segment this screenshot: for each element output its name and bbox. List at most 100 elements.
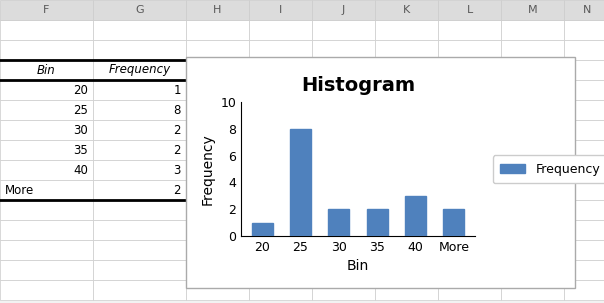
Bar bbox=[501, 180, 564, 200]
Bar bbox=[564, 240, 604, 260]
Bar bbox=[375, 260, 438, 280]
Text: Frequency: Frequency bbox=[109, 64, 170, 76]
Bar bbox=[329, 209, 349, 236]
Text: 3: 3 bbox=[173, 164, 181, 177]
Bar bbox=[501, 160, 564, 180]
Bar bbox=[186, 280, 249, 300]
Bar bbox=[375, 280, 438, 300]
X-axis label: Bin: Bin bbox=[347, 259, 369, 273]
Bar bbox=[501, 260, 564, 280]
Bar bbox=[0, 240, 93, 260]
Bar bbox=[290, 129, 311, 236]
Bar bbox=[564, 160, 604, 180]
Bar bbox=[0, 60, 93, 80]
Bar bbox=[312, 240, 375, 260]
Bar bbox=[186, 180, 249, 200]
Text: G: G bbox=[135, 5, 144, 15]
Y-axis label: Frequency: Frequency bbox=[201, 133, 214, 205]
Bar bbox=[438, 120, 501, 140]
Bar bbox=[0, 140, 93, 160]
Bar bbox=[249, 0, 312, 20]
Bar bbox=[249, 140, 312, 160]
Text: 1: 1 bbox=[173, 84, 181, 96]
Bar bbox=[501, 100, 564, 120]
Bar bbox=[93, 160, 186, 180]
Text: 2: 2 bbox=[173, 124, 181, 136]
Bar bbox=[564, 200, 604, 220]
Bar bbox=[186, 240, 249, 260]
Bar bbox=[438, 100, 501, 120]
Title: Histogram: Histogram bbox=[301, 76, 415, 95]
Bar bbox=[438, 40, 501, 60]
Bar bbox=[312, 20, 375, 40]
Bar bbox=[0, 120, 93, 140]
Bar bbox=[249, 180, 312, 200]
Bar bbox=[0, 180, 93, 200]
Bar bbox=[564, 0, 604, 20]
Bar bbox=[186, 0, 249, 20]
Bar bbox=[312, 80, 375, 100]
Text: M: M bbox=[528, 5, 538, 15]
Bar bbox=[375, 160, 438, 180]
Bar bbox=[93, 200, 186, 220]
Bar bbox=[249, 240, 312, 260]
Text: N: N bbox=[583, 5, 591, 15]
Bar bbox=[312, 280, 375, 300]
Bar bbox=[186, 80, 249, 100]
Bar bbox=[312, 140, 375, 160]
Bar bbox=[438, 160, 501, 180]
Bar bbox=[0, 20, 93, 40]
Bar bbox=[501, 60, 564, 80]
Bar bbox=[564, 220, 604, 240]
Text: 8: 8 bbox=[173, 104, 181, 116]
Bar bbox=[312, 60, 375, 80]
Bar bbox=[438, 20, 501, 40]
Bar bbox=[252, 223, 273, 236]
Bar bbox=[186, 120, 249, 140]
Bar bbox=[438, 80, 501, 100]
Bar bbox=[249, 200, 312, 220]
Bar bbox=[375, 20, 438, 40]
Bar bbox=[249, 280, 312, 300]
Bar bbox=[501, 40, 564, 60]
Bar bbox=[564, 40, 604, 60]
Bar bbox=[93, 280, 186, 300]
Bar bbox=[93, 140, 186, 160]
Bar bbox=[564, 20, 604, 40]
Bar bbox=[186, 57, 575, 288]
Bar bbox=[501, 80, 564, 100]
Bar bbox=[93, 120, 186, 140]
Text: 20: 20 bbox=[73, 84, 88, 96]
Bar bbox=[0, 200, 93, 220]
Bar bbox=[249, 160, 312, 180]
Bar bbox=[312, 260, 375, 280]
Text: 25: 25 bbox=[73, 104, 88, 116]
Bar bbox=[249, 60, 312, 80]
Text: 2: 2 bbox=[173, 184, 181, 197]
Legend: Frequency: Frequency bbox=[493, 155, 604, 183]
Bar bbox=[375, 0, 438, 20]
Bar bbox=[375, 240, 438, 260]
Bar bbox=[438, 60, 501, 80]
Bar bbox=[312, 100, 375, 120]
Bar bbox=[93, 240, 186, 260]
Bar bbox=[501, 200, 564, 220]
Bar bbox=[375, 120, 438, 140]
Bar bbox=[564, 80, 604, 100]
Bar bbox=[564, 140, 604, 160]
Bar bbox=[186, 40, 249, 60]
Bar bbox=[501, 220, 564, 240]
Bar bbox=[93, 180, 186, 200]
Text: I: I bbox=[279, 5, 282, 15]
Bar bbox=[312, 180, 375, 200]
Bar bbox=[93, 80, 186, 100]
Bar bbox=[375, 140, 438, 160]
Bar bbox=[438, 240, 501, 260]
Bar bbox=[367, 209, 388, 236]
Bar bbox=[501, 240, 564, 260]
Bar bbox=[0, 0, 93, 20]
Bar bbox=[375, 180, 438, 200]
Bar bbox=[249, 100, 312, 120]
Bar bbox=[564, 180, 604, 200]
Bar bbox=[312, 160, 375, 180]
